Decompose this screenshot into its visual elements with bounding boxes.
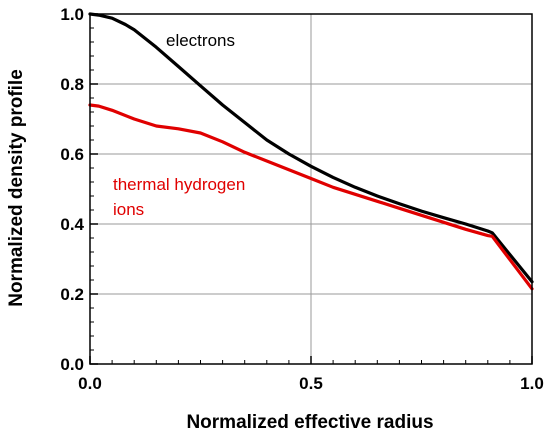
- series-label-ions-line1: thermal hydrogen: [113, 175, 245, 194]
- x-tick-labels: 0.0 0.5 1.0: [78, 374, 544, 393]
- y-axis-title: Normalized density profile: [6, 69, 27, 307]
- y-tick-label: 0.6: [60, 145, 84, 164]
- x-axis-title: Normalized effective radius: [186, 412, 433, 433]
- x-tick-label: 0.5: [299, 374, 323, 393]
- plot-frame: [89, 13, 533, 365]
- y-tick-labels: 0.0 0.2 0.4 0.6 0.8 1.0: [60, 5, 84, 374]
- y-tick-label: 0.4: [60, 215, 84, 234]
- x-tick-label: 1.0: [520, 374, 544, 393]
- series-label-electrons: electrons: [166, 31, 235, 50]
- y-tick-label: 1.0: [60, 5, 84, 24]
- y-tick-label: 0.8: [60, 75, 84, 94]
- series-line-thermal-hydrogen-ions: [88, 103, 534, 291]
- series-label-ions-line2: ions: [113, 200, 144, 219]
- x-tick-label: 0.0: [78, 374, 102, 393]
- y-tick-label: 0.0: [60, 355, 84, 374]
- series-line-electrons: [88, 12, 534, 284]
- series-lines: [88, 12, 534, 291]
- y-tick-label: 0.2: [60, 285, 84, 304]
